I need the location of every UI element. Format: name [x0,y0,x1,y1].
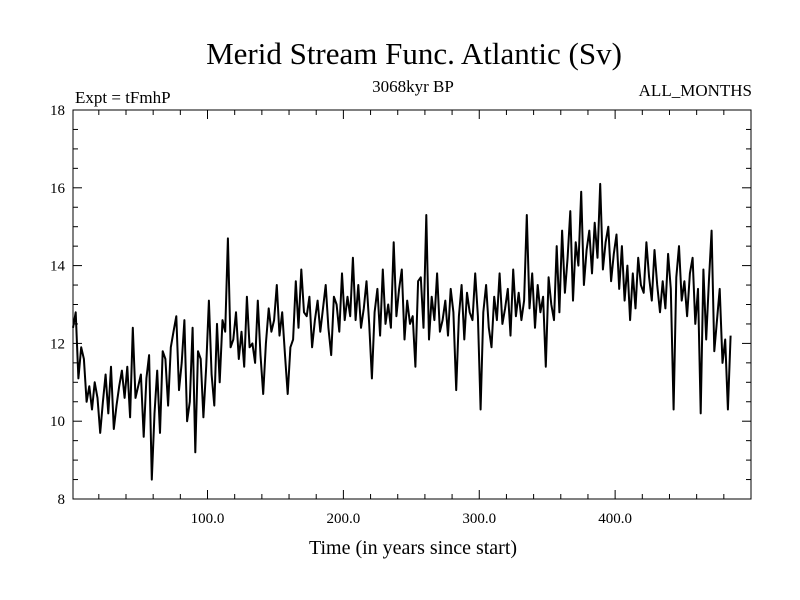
axis-ticks [73,109,752,500]
y-tick-label: 14 [50,259,66,275]
y-tick-label: 10 [50,414,65,430]
x-tick-label: 200.0 [327,511,361,527]
axis-tick-labels: 8 10 12 14 16 18 100.0 200.0 300.0 400.0 [50,103,632,527]
series-line [72,182,732,481]
chart-title: Merid Stream Func. Atlantic (Sv) [206,36,622,71]
x-tick-label: 300.0 [462,511,496,527]
y-tick-label: 16 [50,181,66,197]
y-tick-label: 18 [50,103,65,119]
plot-area-frame [72,109,752,500]
x-tick-label: 100.0 [191,511,225,527]
x-axis-title: Time (in years since start) [309,537,517,559]
chart-subtitle-center: 3068kyr BP [372,77,454,96]
chart-subtitle-left: Expt = tFmhP [75,88,171,107]
y-tick-label: 8 [58,492,66,508]
x-tick-label: 400.0 [598,511,632,527]
chart-subtitle-right: ALL_MONTHS [639,81,752,100]
y-tick-label: 12 [50,336,65,352]
